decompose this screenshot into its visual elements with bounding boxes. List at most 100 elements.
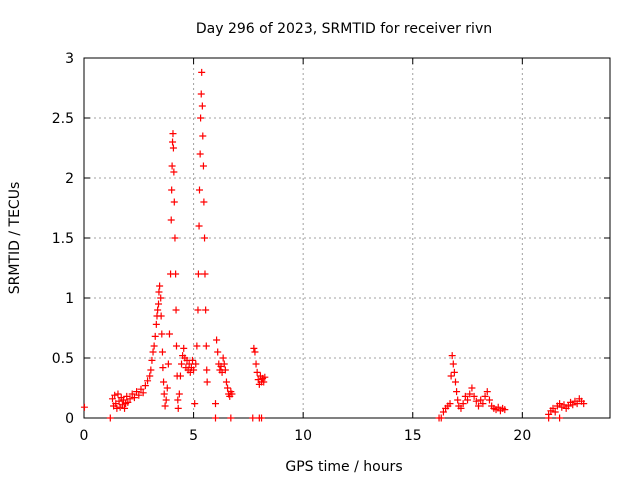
- data-point: [161, 402, 169, 410]
- data-point: [172, 270, 180, 278]
- data-point: [251, 348, 259, 356]
- data-point: [170, 168, 178, 176]
- data-point: [197, 114, 205, 122]
- data-point: [148, 356, 156, 364]
- y-axis-label: SRMTID / TECUs: [7, 182, 23, 295]
- data-point: [178, 360, 186, 368]
- data-point: [156, 282, 164, 290]
- data-point: [494, 403, 502, 411]
- data-point: [195, 222, 203, 230]
- data-point: [176, 372, 184, 380]
- data-point: [199, 132, 207, 140]
- data-point: [124, 398, 132, 406]
- data-point: [573, 400, 581, 408]
- data-point: [155, 300, 163, 308]
- data-point: [560, 401, 568, 409]
- data-point: [80, 403, 88, 411]
- y-tick-label: 2: [65, 171, 74, 187]
- plot-frame: [83, 57, 611, 419]
- data-point: [199, 162, 207, 170]
- data-point: [202, 342, 210, 350]
- data-point: [449, 360, 457, 368]
- data-point: [461, 392, 469, 400]
- data-point: [249, 414, 257, 422]
- data-point: [174, 396, 182, 404]
- x-tick-label: 15: [404, 428, 422, 444]
- data-point: [212, 414, 219, 422]
- data-point: [141, 382, 149, 390]
- data-point: [219, 354, 227, 362]
- data-point: [454, 396, 462, 404]
- data-point: [185, 360, 193, 368]
- data-point: [453, 388, 461, 396]
- data-point: [137, 385, 145, 393]
- data-point: [459, 400, 467, 408]
- data-point: [252, 360, 260, 368]
- data-point: [468, 384, 476, 392]
- data-point: [569, 401, 577, 409]
- data-point: [198, 68, 206, 76]
- data-point: [549, 404, 557, 412]
- y-tick-label: 0: [65, 411, 74, 427]
- data-point: [260, 378, 268, 386]
- data-point: [157, 312, 165, 320]
- data-point: [135, 391, 143, 399]
- data-point: [193, 342, 201, 350]
- data-point: [160, 378, 168, 386]
- data-point: [165, 330, 173, 338]
- data-point: [115, 397, 123, 405]
- data-point: [157, 294, 165, 302]
- data-point: [477, 396, 485, 404]
- y-tick-label: 2.5: [52, 111, 74, 127]
- data-point: [200, 198, 208, 206]
- data-point: [485, 396, 493, 404]
- data-point: [194, 270, 202, 278]
- data-point: [224, 384, 232, 392]
- data-point: [175, 390, 183, 398]
- data-point: [190, 366, 198, 374]
- x-tick-label: 20: [513, 428, 531, 444]
- data-point: [564, 402, 572, 410]
- data-point: [481, 392, 489, 400]
- data-point: [160, 390, 168, 398]
- data-point: [188, 356, 196, 364]
- y-tick-label: 1: [65, 291, 74, 307]
- data-point: [150, 342, 158, 350]
- x-tick-label: 0: [80, 428, 89, 444]
- data-point: [203, 378, 211, 386]
- data-point: [201, 234, 209, 242]
- data-point: [158, 348, 166, 356]
- data-point: [168, 186, 176, 194]
- data-point: [437, 414, 445, 422]
- data-point: [545, 410, 553, 418]
- data-point: [451, 378, 459, 386]
- data-point: [170, 198, 178, 206]
- data-point: [227, 414, 235, 422]
- x-tick-label: 10: [294, 428, 312, 444]
- data-point: [580, 400, 588, 408]
- data-point: [174, 404, 182, 412]
- data-point: [144, 377, 152, 385]
- data-point: [168, 162, 176, 170]
- data-point: [213, 336, 221, 344]
- x-axis-label: GPS time / hours: [285, 459, 402, 475]
- data-point: [167, 216, 175, 224]
- data-point: [196, 186, 204, 194]
- data-point: [151, 332, 159, 340]
- data-point: [149, 348, 157, 356]
- data-point: [171, 234, 179, 242]
- data-point: [253, 368, 261, 376]
- data-point: [106, 414, 114, 422]
- data-point: [258, 414, 266, 422]
- data-point: [447, 372, 455, 380]
- grid-lines: [84, 58, 610, 418]
- data-point: [457, 404, 465, 412]
- data-point: [169, 130, 177, 138]
- data-point: [198, 102, 206, 110]
- data-point: [221, 366, 229, 374]
- data-point: [202, 306, 210, 314]
- data-point: [147, 366, 155, 374]
- data-point: [556, 400, 564, 408]
- data-point: [203, 366, 211, 374]
